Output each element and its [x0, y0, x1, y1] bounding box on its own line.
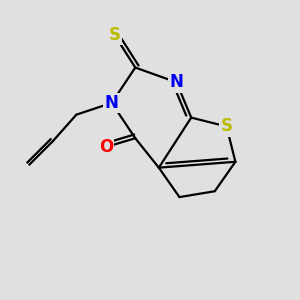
Text: O: O — [99, 138, 113, 156]
Text: S: S — [109, 26, 121, 44]
Text: S: S — [220, 117, 232, 135]
Text: N: N — [105, 94, 119, 112]
Text: N: N — [169, 73, 183, 91]
